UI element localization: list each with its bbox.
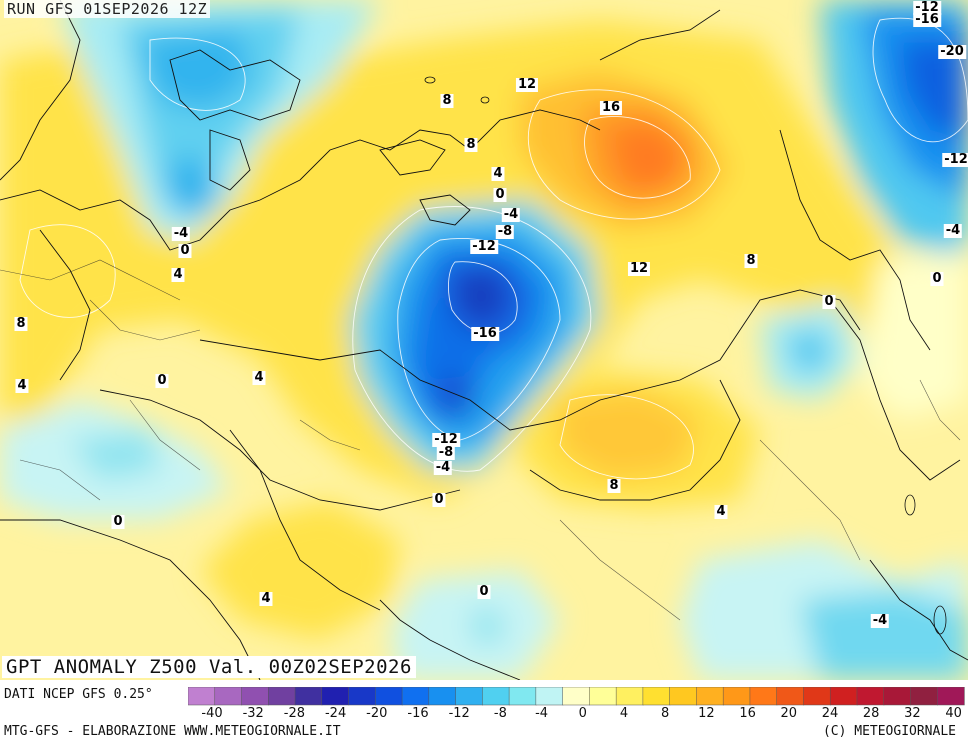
data-source-label: DATI NCEP GFS 0.25°: [4, 687, 153, 702]
colorbar-swatch: [482, 687, 510, 706]
contour-label: 4: [259, 591, 273, 606]
contour-label: 0: [178, 243, 192, 258]
colorbar-swatch: [455, 687, 483, 706]
colorbar-swatch: [856, 687, 885, 706]
contour-label: 0: [930, 271, 944, 286]
contour-label: -20: [938, 44, 966, 59]
colorbar-tick-label: 24: [821, 706, 839, 721]
contour-label: -12: [913, 0, 941, 15]
contour-label: 0: [822, 294, 836, 309]
colorbar-swatch: [214, 687, 243, 706]
contour-label: -12: [432, 432, 460, 447]
colorbar-swatch: [535, 687, 564, 706]
colorbar-swatch: [589, 687, 617, 706]
footer: DATI NCEP GFS 0.25° -40 -32 -28 -24 -20 -16 -1…: [0, 680, 968, 745]
colorbar-tick-label: -40: [201, 706, 223, 721]
colorbar-tick-label: 28: [862, 706, 880, 721]
credit-label: MTG-GFS - ELABORAZIONE WWW.METEOGIORNALE…: [4, 724, 341, 739]
contour-label: -4: [870, 613, 890, 628]
contour-label: -16: [471, 326, 499, 341]
copyright-label: (C) METEOGIORNALE: [822, 724, 956, 739]
colorbar-tick-label: 40: [945, 706, 962, 721]
contour-label: 8: [607, 478, 621, 493]
colorbar-swatch: [642, 687, 671, 706]
colorbar-tick-label: -28: [283, 706, 306, 721]
contour-label: 4: [171, 267, 185, 282]
colorbar-tick-label: -24: [324, 706, 347, 721]
colorbar-swatch: [294, 687, 323, 706]
map-title: GPT ANOMALY Z500 Val. 00Z02SEP2026: [2, 656, 416, 678]
colorbar-tick-label: -4: [535, 706, 549, 721]
contour-label: -16: [913, 12, 941, 27]
contour-label: 0: [155, 373, 169, 388]
colorbar: [188, 687, 965, 706]
colorbar-tick-label: -16: [407, 706, 429, 721]
colorbar-swatch: [749, 687, 778, 706]
colorbar-swatch: [508, 687, 537, 706]
colorbar-swatch: [936, 687, 965, 706]
contour-label: 4: [15, 378, 29, 393]
contour-label: 8: [464, 137, 478, 152]
colorbar-swatch: [321, 687, 350, 706]
colorbar-swatch: [669, 687, 698, 706]
colorbar-swatch: [401, 687, 430, 706]
contour-label: 8: [14, 316, 28, 331]
colorbar-tick-label: 4: [619, 706, 629, 721]
colorbar-tick-label: 12: [698, 706, 715, 721]
contour-label: -4: [171, 226, 191, 241]
colorbar-swatch: [428, 687, 457, 706]
colorbar-swatch: [348, 687, 376, 706]
colorbar-swatch: [375, 687, 403, 706]
colorbar-tick-label: 20: [780, 706, 798, 721]
colorbar-swatch: [829, 687, 858, 706]
colorbar-swatch: [615, 687, 644, 706]
contour-label: -12: [942, 152, 968, 167]
contour-label: 8: [744, 253, 758, 268]
colorbar-swatch: [722, 687, 751, 706]
contour-label: -8: [436, 445, 456, 460]
contour-label: 4: [252, 370, 266, 385]
contour-label: 16: [599, 100, 623, 115]
colorbar-tick-label: 0: [578, 706, 587, 721]
colorbar-swatch: [803, 687, 831, 706]
contour-label: -4: [501, 207, 521, 222]
colorbar-swatch: [241, 687, 269, 706]
run-label: RUN GFS 01SEP2026 12Z: [4, 0, 211, 18]
contour-label: 0: [493, 187, 507, 202]
colorbar-ticks: -40 -32 -28 -24 -20 -16 -12 -8 -4 0 4 8 12 16 20 24 28 32…: [188, 706, 968, 722]
contour-label: 0: [432, 492, 446, 507]
map-graphic: [0, 0, 968, 680]
colorbar-tick-label: 32: [904, 706, 921, 721]
colorbar-tick-label: -12: [448, 706, 470, 721]
contour-label: 12: [627, 261, 651, 276]
contour-label: 4: [714, 504, 728, 519]
contour-label: 4: [491, 166, 505, 181]
colorbar-swatch: [883, 687, 912, 706]
colorbar-swatch: [910, 687, 938, 706]
colorbar-swatch: [696, 687, 724, 706]
colorbar-swatch: [562, 687, 591, 706]
anomaly-map: -12 -16 -20 -12 -4 8 12 16 8 4 0 -4 -8 -…: [0, 0, 968, 680]
contour-label: -8: [495, 224, 515, 239]
colorbar-tick-label: -20: [366, 706, 388, 721]
colorbar-swatch: [188, 687, 216, 706]
contour-label: 0: [477, 584, 491, 599]
colorbar-swatch: [776, 687, 805, 706]
colorbar-tick-label: 8: [661, 706, 670, 721]
contour-label: -12: [470, 239, 498, 254]
contour-label: -4: [433, 460, 453, 475]
colorbar-swatch: [268, 687, 296, 706]
colorbar-tick-label: -32: [242, 706, 264, 721]
contour-label: 8: [440, 93, 454, 108]
contour-label: -4: [943, 223, 963, 238]
contour-label: 0: [111, 514, 125, 529]
colorbar-tick-label: -8: [493, 706, 507, 721]
contour-label: 12: [515, 77, 539, 92]
colorbar-tick-label: 16: [739, 706, 756, 721]
